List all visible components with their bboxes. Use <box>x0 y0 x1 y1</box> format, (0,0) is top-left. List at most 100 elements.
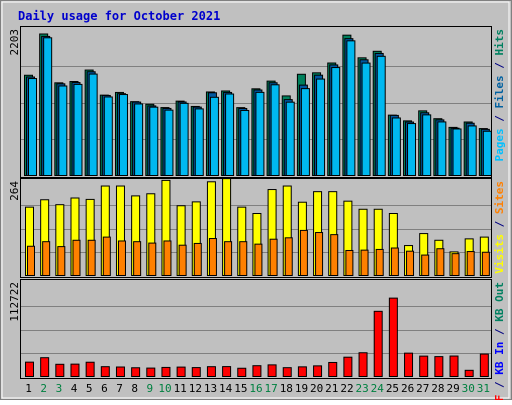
x-label-day-24: 24 <box>371 382 385 395</box>
bar-visits-sites-4 <box>72 239 81 276</box>
bar-kbytes-kb-f-29 <box>449 355 459 377</box>
bar-visits-sites-22 <box>345 249 354 276</box>
x-label-day-30: 30 <box>462 382 475 395</box>
legend-kbytes: KB F / KB In / KB Out <box>493 282 506 400</box>
bar-kbytes-kb-f-25 <box>388 297 398 378</box>
bar-kbytes-kb-f-5 <box>85 361 95 378</box>
bar-kbytes-kb-f-16 <box>252 365 262 377</box>
x-label-day-4: 4 <box>71 382 78 395</box>
legend-item: Hits <box>493 29 506 56</box>
bar-kbytes-kb-f-20 <box>313 365 323 377</box>
ymax-label-hits: 2203 <box>8 29 21 56</box>
bar-hits-pages-16 <box>255 91 265 176</box>
x-label-day-20: 20 <box>310 382 323 395</box>
bar-visits-sites-10 <box>163 240 172 277</box>
x-label-day-23: 23 <box>356 382 369 395</box>
x-label-day-22: 22 <box>340 382 353 395</box>
bar-hits-pages-9 <box>149 106 159 176</box>
bar-hits-pages-2 <box>43 37 53 176</box>
bar-visits-sites-24 <box>375 248 384 277</box>
bar-hits-pages-5 <box>88 73 98 176</box>
legend-item: KB Out <box>493 282 506 322</box>
bar-visits-sites-29 <box>451 253 460 276</box>
bar-visits-sites-30 <box>466 251 475 277</box>
legend-item: KB In <box>493 342 506 375</box>
legend-item: / <box>493 214 506 234</box>
bar-hits-pages-29 <box>452 128 462 176</box>
bar-visits-sites-1 <box>27 245 35 277</box>
bar-visits-sites-31 <box>481 251 490 276</box>
bar-kbytes-kb-f-26 <box>404 352 414 377</box>
legend-item: / <box>493 56 506 76</box>
bar-hits-pages-30 <box>467 125 477 177</box>
bar-visits-sites-6 <box>102 236 111 277</box>
bar-hits-pages-15 <box>240 109 250 176</box>
ymax-label-kbytes: 112722 <box>8 282 21 322</box>
bar-visits-sites-2 <box>42 241 51 277</box>
x-label-day-14: 14 <box>219 382 233 395</box>
bar-kbytes-kb-f-9 <box>146 367 156 377</box>
bar-hits-pages-8 <box>134 103 144 176</box>
x-label-day-26: 26 <box>401 382 414 395</box>
bar-visits-sites-26 <box>406 250 415 276</box>
bar-kbytes-kb-f-3 <box>55 363 65 377</box>
bar-visits-sites-9 <box>148 242 157 277</box>
legend-item: Files <box>493 75 506 108</box>
bar-visits-sites-19 <box>299 229 308 276</box>
bar-visits-sites-23 <box>360 249 369 277</box>
x-label-day-31: 31 <box>477 382 490 395</box>
bar-visits-sites-20 <box>315 232 324 276</box>
legend-hits: Pages / Files / Hits <box>493 29 506 162</box>
bar-kbytes-kb-f-23 <box>358 352 368 378</box>
bar-visits-sites-14 <box>224 241 233 277</box>
bar-kbytes-kb-f-24 <box>373 310 383 378</box>
bar-kbytes-kb-f-30 <box>464 369 474 378</box>
bar-kbytes-kb-f-4 <box>70 363 80 377</box>
bar-hits-pages-18 <box>285 101 295 176</box>
x-label-day-9: 9 <box>147 382 154 395</box>
bar-visits-sites-3 <box>57 246 66 276</box>
frame-bevel <box>1 1 510 399</box>
x-label-day-29: 29 <box>446 382 459 395</box>
x-label-day-27: 27 <box>416 382 429 395</box>
bar-visits-sites-18 <box>284 237 293 277</box>
legend-item: Sites <box>493 181 506 214</box>
x-label-day-10: 10 <box>158 382 171 395</box>
bar-kbytes-kb-f-12 <box>191 367 201 377</box>
bar-hits-pages-22 <box>346 40 356 177</box>
bar-hits-pages-23 <box>361 62 371 176</box>
x-label-day-8: 8 <box>131 382 138 395</box>
chart-title: Daily usage for October 2021 <box>18 9 220 23</box>
bar-hits-pages-19 <box>300 88 310 176</box>
bar-visits-sites-5 <box>87 239 96 276</box>
bar-visits-sites-21 <box>330 234 339 277</box>
legend-visits: Visits / Sites <box>493 181 506 274</box>
bar-hits-pages-28 <box>437 121 447 176</box>
bar-hits-pages-6 <box>103 96 113 176</box>
bar-visits-sites-12 <box>193 242 202 276</box>
bar-visits-sites-16 <box>254 243 263 276</box>
bar-kbytes-kb-f-19 <box>297 366 307 377</box>
bar-kbytes-kb-f-6 <box>100 366 110 377</box>
legend-item: / <box>493 109 506 129</box>
bar-kbytes-kb-f-17 <box>267 364 277 377</box>
x-label-day-28: 28 <box>431 382 444 395</box>
ymax-label-visits: 264 <box>8 181 21 201</box>
bar-hits-pages-17 <box>270 84 280 176</box>
x-label-day-19: 19 <box>295 382 308 395</box>
bar-hits-pages-12 <box>194 108 204 176</box>
bar-hits-pages-27 <box>422 114 432 177</box>
x-label-day-13: 13 <box>204 382 217 395</box>
bar-kbytes-kb-f-21 <box>328 361 338 377</box>
bar-kbytes-kb-f-27 <box>419 355 429 378</box>
bar-hits-pages-20 <box>316 78 326 176</box>
bar-hits-pages-25 <box>391 117 401 176</box>
bar-hits-pages-1 <box>28 78 37 176</box>
bar-visits-sites-8 <box>133 241 142 277</box>
x-label-day-1: 1 <box>25 382 32 395</box>
bar-hits-pages-26 <box>407 123 417 176</box>
bar-hits-pages-21 <box>331 67 341 176</box>
bar-kbytes-kb-f-11 <box>176 366 186 378</box>
